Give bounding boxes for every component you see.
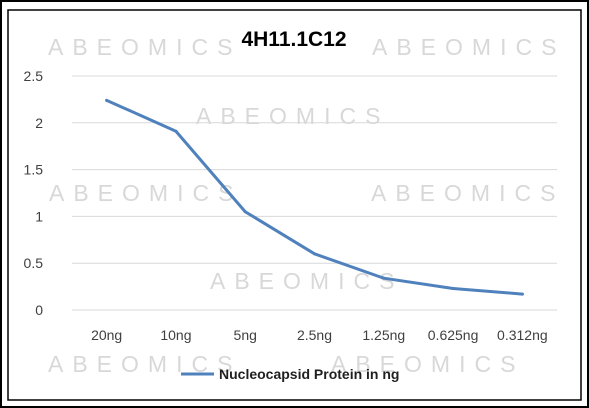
series-point bbox=[451, 286, 455, 290]
chart-title: 4H11.1C12 bbox=[241, 28, 346, 51]
chart-border bbox=[7, 9, 582, 401]
x-axis-labels: 20ng 10ng 5ng 2.5ng 1.25ng 0.625ng 0.312ng bbox=[91, 327, 548, 343]
y-tick-label: 1.5 bbox=[24, 162, 44, 178]
x-tick-label: 0.625ng bbox=[428, 327, 479, 343]
series-point bbox=[243, 210, 247, 214]
x-tick-label: 10ng bbox=[160, 327, 191, 343]
series-point bbox=[105, 98, 109, 102]
series-point bbox=[382, 276, 386, 280]
y-tick-label: 2.5 bbox=[24, 68, 44, 84]
y-tick-label: 2 bbox=[35, 115, 43, 131]
y-axis-labels: 0 0.5 1 1.5 2 2.5 bbox=[24, 68, 44, 318]
y-tick-label: 0 bbox=[35, 302, 43, 318]
x-tick-label: 5ng bbox=[234, 327, 257, 343]
gridlines bbox=[72, 75, 557, 311]
series-point bbox=[520, 292, 524, 296]
legend-series-label: Nucleocapsid Protein in ng bbox=[219, 366, 399, 382]
watermark-text: ABEOMICS bbox=[372, 34, 565, 60]
watermark-text: ABEOMICS bbox=[371, 180, 564, 206]
legend: Nucleocapsid Protein in ng bbox=[181, 366, 399, 382]
watermark-text: ABEOMICS bbox=[210, 268, 403, 294]
x-tick-label: 1.25ng bbox=[362, 327, 405, 343]
watermark-layer: ABEOMICS ABEOMICS ABEOMICS ABEOMICS ABEO… bbox=[48, 34, 565, 377]
y-tick-label: 1 bbox=[35, 208, 43, 224]
series-point bbox=[174, 129, 178, 133]
x-tick-label: 2.5ng bbox=[297, 327, 332, 343]
x-tick-label: 20ng bbox=[91, 327, 122, 343]
watermark-text: ABEOMICS bbox=[48, 34, 241, 60]
series-point bbox=[313, 252, 316, 256]
watermark-text: ABEOMICS bbox=[331, 351, 524, 377]
y-tick-label: 0.5 bbox=[24, 255, 44, 271]
watermark-text: ABEOMICS bbox=[196, 103, 389, 129]
series-layer bbox=[105, 98, 524, 296]
watermark-text: ABEOMICS bbox=[49, 180, 242, 206]
x-tick-label: 0.312ng bbox=[497, 327, 548, 343]
